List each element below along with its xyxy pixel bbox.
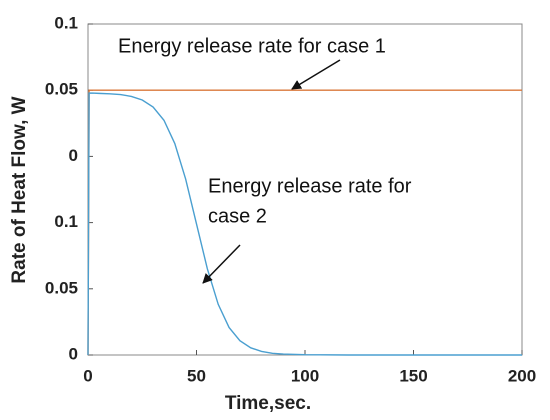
y-tick-label: 0.1 <box>54 212 78 231</box>
y-axis-label: Rate of Heat Flow, W <box>9 96 30 283</box>
x-tick-label: 50 <box>187 366 206 385</box>
x-axis-label: Time,sec. <box>225 393 311 414</box>
y-tick-label: 0.05 <box>45 80 78 99</box>
y-tick-label: 0 <box>69 344 78 363</box>
annotation: Energy release rate for case 1 <box>118 35 386 57</box>
x-tick-label: 0 <box>83 366 92 385</box>
x-tick-label: 200 <box>508 366 536 385</box>
annotation: Energy release rate for <box>208 175 412 197</box>
y-tick-label: 0.1 <box>54 13 78 32</box>
annotation-arrow <box>291 59 341 90</box>
x-tick-label: 150 <box>399 366 427 385</box>
data-line <box>87 92 522 356</box>
y-tick-label: 0.05 <box>45 278 78 297</box>
annotation-arrow <box>202 244 241 284</box>
x-tick-label: 100 <box>291 366 319 385</box>
annotation: case 2 <box>208 205 267 227</box>
data-line <box>87 89 522 356</box>
y-tick-label: 0 <box>69 146 78 165</box>
